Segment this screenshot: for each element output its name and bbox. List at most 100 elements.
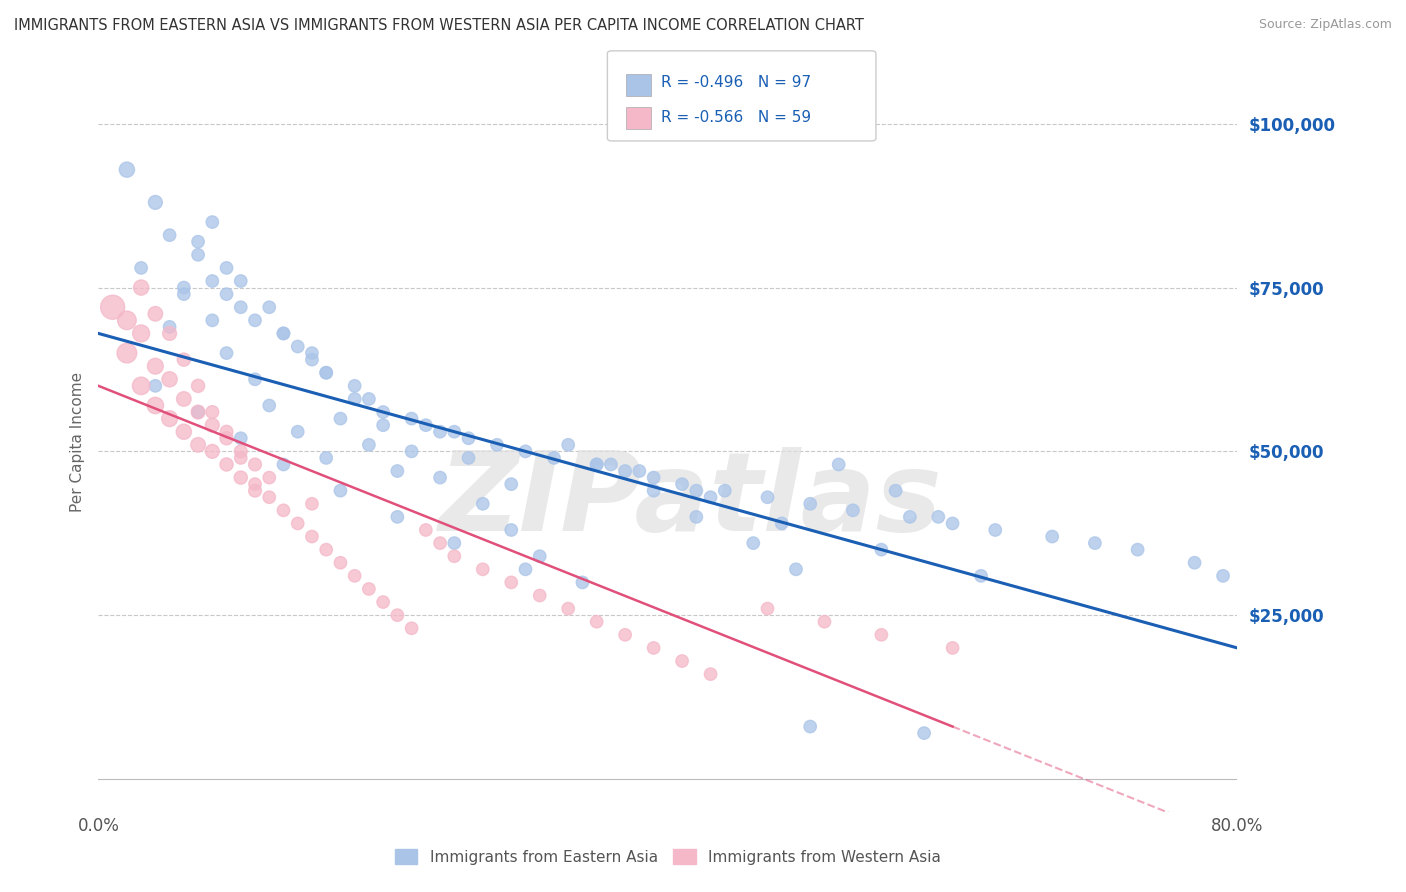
Point bbox=[201, 215, 224, 229]
Point bbox=[585, 458, 607, 472]
Point bbox=[287, 339, 309, 353]
Point bbox=[343, 379, 366, 393]
Point bbox=[401, 444, 423, 458]
Point bbox=[471, 562, 494, 576]
Point bbox=[756, 601, 779, 615]
Legend: Immigrants from Eastern Asia, Immigrants from Western Asia: Immigrants from Eastern Asia, Immigrants… bbox=[388, 843, 948, 871]
Point bbox=[357, 582, 380, 596]
Point bbox=[145, 399, 167, 413]
Point bbox=[229, 274, 252, 288]
Point bbox=[315, 366, 337, 380]
Point bbox=[243, 477, 266, 491]
Point bbox=[173, 392, 195, 406]
Point bbox=[115, 162, 138, 177]
Point bbox=[273, 503, 295, 517]
Point bbox=[159, 319, 181, 334]
Point bbox=[443, 549, 465, 564]
Point bbox=[159, 326, 181, 341]
Point bbox=[187, 379, 209, 393]
Point bbox=[585, 458, 607, 472]
Point bbox=[571, 575, 593, 590]
Point bbox=[557, 438, 579, 452]
Point bbox=[614, 628, 637, 642]
Point bbox=[201, 313, 224, 327]
Text: ZIPatlas: ZIPatlas bbox=[439, 447, 942, 554]
Point bbox=[614, 464, 637, 478]
Point bbox=[685, 483, 707, 498]
Point bbox=[501, 477, 523, 491]
Point bbox=[643, 483, 665, 498]
Point bbox=[585, 615, 607, 629]
Point bbox=[942, 640, 965, 655]
Point bbox=[529, 549, 551, 564]
Point bbox=[870, 628, 893, 642]
Point bbox=[415, 523, 437, 537]
Point bbox=[828, 458, 851, 472]
Point bbox=[912, 726, 935, 740]
Point bbox=[259, 300, 281, 314]
Point bbox=[357, 392, 380, 406]
Point bbox=[215, 346, 238, 360]
Point bbox=[343, 569, 366, 583]
Point bbox=[927, 509, 949, 524]
Point bbox=[1084, 536, 1107, 550]
Point bbox=[628, 464, 651, 478]
Point bbox=[501, 523, 523, 537]
Point bbox=[159, 372, 181, 386]
Point bbox=[643, 470, 665, 484]
Point bbox=[315, 366, 337, 380]
Point bbox=[471, 497, 494, 511]
Point bbox=[129, 379, 152, 393]
Point bbox=[699, 667, 721, 681]
Point bbox=[187, 405, 209, 419]
Point bbox=[429, 425, 451, 439]
Point bbox=[429, 470, 451, 484]
Point bbox=[215, 287, 238, 301]
Point bbox=[1040, 530, 1063, 544]
Point bbox=[970, 569, 993, 583]
Point bbox=[145, 307, 167, 321]
Point bbox=[187, 405, 209, 419]
Point bbox=[870, 542, 893, 557]
Point bbox=[884, 483, 907, 498]
Point bbox=[643, 640, 665, 655]
Point bbox=[243, 483, 266, 498]
Point bbox=[259, 470, 281, 484]
Point bbox=[145, 195, 167, 210]
Point bbox=[373, 418, 395, 433]
Point bbox=[529, 589, 551, 603]
Point bbox=[557, 601, 579, 615]
Point bbox=[287, 425, 309, 439]
Point bbox=[215, 458, 238, 472]
Point bbox=[501, 575, 523, 590]
Point bbox=[187, 235, 209, 249]
Point bbox=[443, 536, 465, 550]
Point bbox=[1212, 569, 1234, 583]
Point bbox=[243, 372, 266, 386]
Point bbox=[215, 260, 238, 275]
Text: R = -0.566   N = 59: R = -0.566 N = 59 bbox=[661, 111, 811, 125]
Point bbox=[273, 326, 295, 341]
Point bbox=[813, 615, 835, 629]
Point bbox=[173, 425, 195, 439]
Point bbox=[201, 418, 224, 433]
Point bbox=[187, 248, 209, 262]
Point bbox=[259, 399, 281, 413]
Point bbox=[201, 444, 224, 458]
Point bbox=[145, 379, 167, 393]
Point bbox=[387, 509, 409, 524]
Point bbox=[201, 274, 224, 288]
Text: IMMIGRANTS FROM EASTERN ASIA VS IMMIGRANTS FROM WESTERN ASIA PER CAPITA INCOME C: IMMIGRANTS FROM EASTERN ASIA VS IMMIGRAN… bbox=[14, 18, 863, 33]
Point bbox=[357, 438, 380, 452]
Point bbox=[215, 431, 238, 445]
Point bbox=[229, 300, 252, 314]
Point bbox=[486, 438, 509, 452]
Point bbox=[301, 352, 323, 367]
Point bbox=[173, 352, 195, 367]
Point bbox=[215, 425, 238, 439]
Point bbox=[329, 483, 352, 498]
Point bbox=[714, 483, 737, 498]
Point bbox=[401, 411, 423, 425]
Point bbox=[515, 562, 537, 576]
Point bbox=[173, 280, 195, 294]
